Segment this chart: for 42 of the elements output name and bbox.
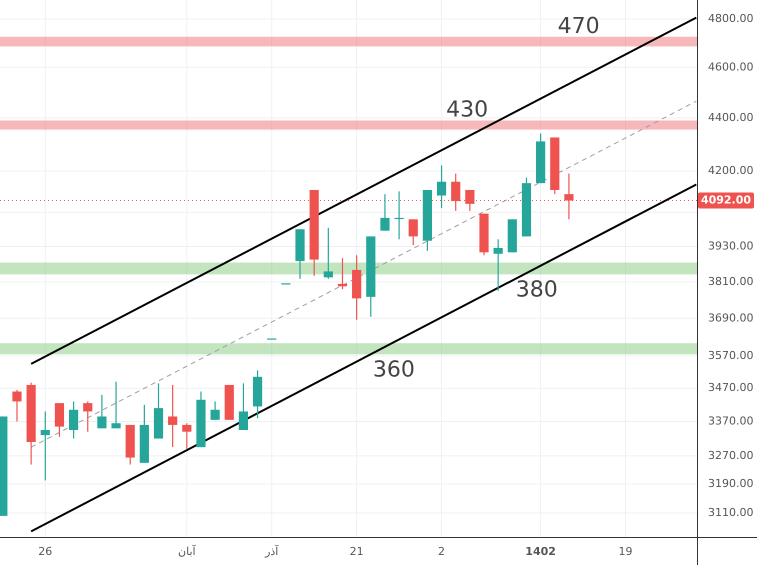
y-tick-label: 4200.00 xyxy=(708,164,754,177)
candlestick xyxy=(12,389,22,422)
candlestick xyxy=(97,394,106,429)
candlestick xyxy=(324,227,333,280)
y-tick-label: 3930.00 xyxy=(708,240,754,253)
candlestick xyxy=(83,400,92,432)
candlestick xyxy=(436,164,446,209)
band-label: 430 xyxy=(446,97,488,122)
x-tick-label: 1402 xyxy=(525,545,556,558)
y-tick-label: 3810.00 xyxy=(708,274,754,288)
candlestick xyxy=(494,238,503,292)
candlestick xyxy=(210,400,220,420)
candlestick xyxy=(111,381,121,429)
candlestick xyxy=(54,402,64,438)
y-tick-label: 3190.00 xyxy=(708,477,754,490)
x-tick-label: آذر xyxy=(264,544,280,558)
x-tick-label: 19 xyxy=(618,545,633,558)
y-tick-label: 4400.00 xyxy=(708,110,754,124)
band-label: 360 xyxy=(372,357,415,382)
y-tick-label: 3370.00 xyxy=(708,414,754,428)
candlestick xyxy=(338,258,348,290)
y-tick-label: 3470.00 xyxy=(708,381,754,394)
band-label: 380 xyxy=(516,277,558,302)
y-tick-label: 3270.00 xyxy=(708,448,754,462)
y-tick-label: 3570.00 xyxy=(708,348,754,362)
candlestick xyxy=(380,194,390,232)
x-tick-label: 21 xyxy=(350,545,364,558)
y-tick-label: 3110.00 xyxy=(708,506,754,519)
y-tick-label: 4600.00 xyxy=(708,60,754,74)
band-label: 470 xyxy=(558,14,600,39)
candlestick xyxy=(408,218,418,246)
candlestick xyxy=(182,422,192,450)
candlestick xyxy=(68,400,78,440)
y-tick-label: 3690.00 xyxy=(708,311,754,324)
candlestick xyxy=(238,382,248,431)
candlestick xyxy=(40,410,50,482)
x-tick-label: 26 xyxy=(38,545,52,558)
candlestick xyxy=(168,384,178,448)
ref-line-label: 4092.00 xyxy=(700,194,752,207)
x-tick-label: 2 xyxy=(438,545,446,558)
x-tick-label: آبان xyxy=(178,544,197,558)
y-tick-label: 4800.00 xyxy=(708,12,754,25)
